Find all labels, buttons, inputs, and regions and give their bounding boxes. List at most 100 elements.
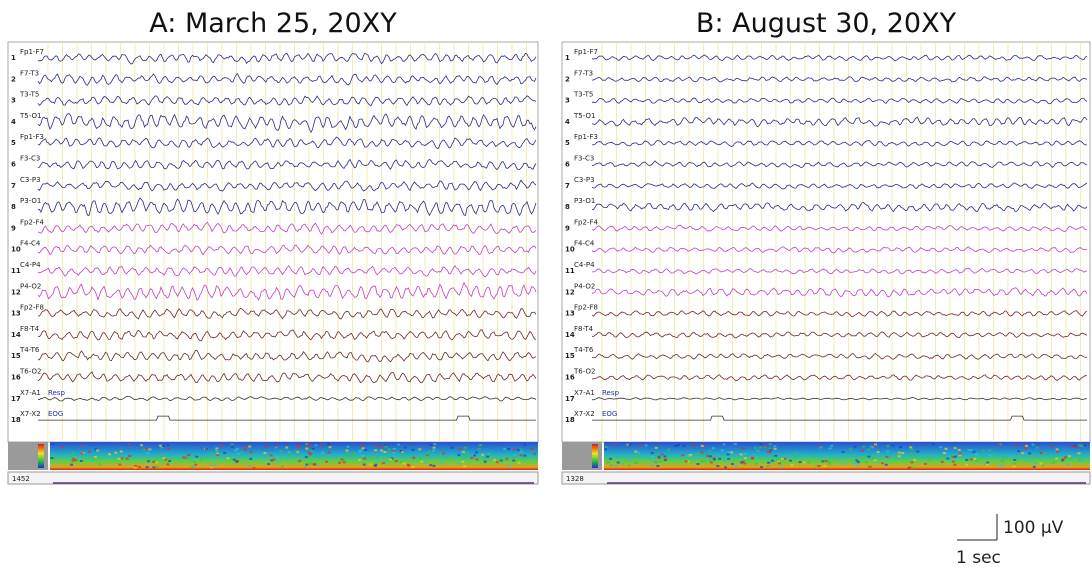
channel-label: T5-O1	[573, 112, 595, 120]
spectrogram-speck	[81, 444, 85, 447]
channel-number: 10	[565, 246, 575, 254]
spectrogram-speck	[310, 449, 314, 452]
eeg-trace	[591, 201, 1088, 213]
channel-number: 2	[565, 75, 570, 83]
spectrogram-speck	[283, 456, 287, 459]
spectrogram-speck	[304, 455, 308, 458]
spectrogram-speck	[252, 466, 256, 469]
scale-time: 1 sec	[956, 548, 1001, 568]
channel-number: 7	[565, 182, 570, 190]
spectrogram-speck	[1001, 456, 1005, 459]
spectrogram-speck	[727, 451, 731, 454]
spectrogram-speck	[466, 451, 470, 454]
spectrogram-speck	[726, 453, 730, 456]
spectrogram-speck	[1056, 450, 1060, 453]
spectrogram-speck	[819, 446, 823, 449]
spectrogram-speck	[236, 447, 240, 450]
spectrogram-speck	[1023, 444, 1027, 447]
spectrogram-speck	[636, 451, 640, 454]
spectrogram-speck	[429, 464, 433, 467]
spectrogram-speck	[294, 449, 298, 452]
spectrogram-speck	[743, 462, 747, 465]
spectrogram-speck	[720, 449, 724, 452]
spectrogram-speck	[530, 447, 534, 450]
channel-label: P4-O2	[20, 282, 41, 290]
spectrogram-speck	[322, 454, 326, 457]
spectrogram-speck	[849, 448, 853, 451]
channel-label: F4-C4	[574, 240, 595, 248]
eeg-frame	[7, 41, 539, 443]
spectrogram-speck	[457, 447, 461, 450]
spectrogram-speck	[182, 456, 186, 459]
channel-label: T4-T6	[573, 346, 594, 354]
spectrogram-speck	[216, 452, 220, 455]
channel-number: 2	[11, 75, 16, 83]
channel-annotation: EOG	[602, 410, 617, 418]
channel-number: 6	[565, 161, 570, 169]
channel-annotation: Resp	[48, 389, 66, 397]
spectrogram-speck	[876, 451, 880, 454]
channel-label: F7-T3	[20, 69, 39, 77]
spectrogram-speck	[486, 455, 490, 458]
spectrogram-speck	[353, 452, 357, 455]
spectrogram-speck	[493, 459, 497, 462]
spectrogram-speck	[716, 465, 720, 468]
spectrogram-speck	[759, 443, 763, 446]
spectrogram-speck	[133, 466, 137, 469]
spectrogram-speck	[191, 465, 195, 468]
spectrogram-speck	[475, 451, 479, 454]
spectrogram-speck	[51, 443, 55, 446]
spectrogram-speck	[507, 448, 511, 451]
spectrogram-speck	[483, 461, 487, 464]
spectrogram-speck	[243, 448, 247, 451]
spectrogram-speck	[427, 450, 431, 453]
spectrogram-speck	[114, 451, 118, 454]
spectrogram-speck	[90, 460, 94, 463]
spectrogram-speck	[394, 460, 398, 463]
spectrogram-speck	[368, 463, 372, 466]
spectrogram-speck	[311, 447, 315, 450]
spectrogram-speck	[475, 458, 479, 461]
spectrogram-speck	[777, 459, 781, 462]
spectrogram-speck	[74, 456, 78, 459]
spectrogram-speck	[768, 443, 772, 446]
spectrogram-speck	[700, 460, 704, 463]
spectrogram-speck	[942, 452, 946, 455]
spectrogram-speck	[827, 462, 831, 465]
spectrogram-speck	[823, 464, 827, 467]
spectrogram-speck	[972, 450, 976, 453]
eeg-trace	[37, 197, 537, 217]
spectrogram-speck	[80, 452, 84, 455]
channel-label: P3-O1	[574, 197, 595, 205]
spectrogram-speck	[275, 461, 279, 464]
spectrogram-speck	[753, 446, 757, 449]
spectrogram-speck	[210, 466, 214, 469]
spectrogram-speck	[867, 448, 871, 451]
spectrogram-speck	[243, 445, 247, 448]
spectrogram-speck	[400, 451, 404, 454]
spectrogram-speck	[700, 451, 704, 454]
spectrogram-speck	[504, 458, 508, 461]
eeg-trace	[37, 73, 537, 86]
spectrogram-speck	[698, 453, 702, 456]
spectrogram-speck	[860, 449, 864, 452]
spectrogram-speck	[910, 448, 914, 451]
spectrogram-speck	[270, 459, 274, 462]
spectrogram-speck	[604, 446, 608, 449]
channel-label: C4-P4	[574, 261, 595, 269]
spectrogram-speck	[375, 456, 379, 459]
spectrogram-speck	[636, 454, 640, 457]
spectrogram-speck	[438, 453, 442, 456]
spectrogram-speck	[359, 449, 363, 452]
spectrogram-speck	[897, 455, 901, 458]
channel-label: Fp2-F8	[20, 304, 44, 312]
spectrogram-speck	[798, 461, 802, 464]
spectrogram-speck	[722, 443, 726, 446]
spectrogram-speck	[384, 444, 388, 447]
spectrogram-speck	[249, 451, 253, 454]
spectrogram-speck	[297, 460, 301, 463]
spectrogram-speck	[916, 450, 920, 453]
spectrogram-speck	[1032, 465, 1036, 468]
spectrogram-speck	[338, 461, 342, 464]
channel-number: 5	[565, 139, 570, 147]
